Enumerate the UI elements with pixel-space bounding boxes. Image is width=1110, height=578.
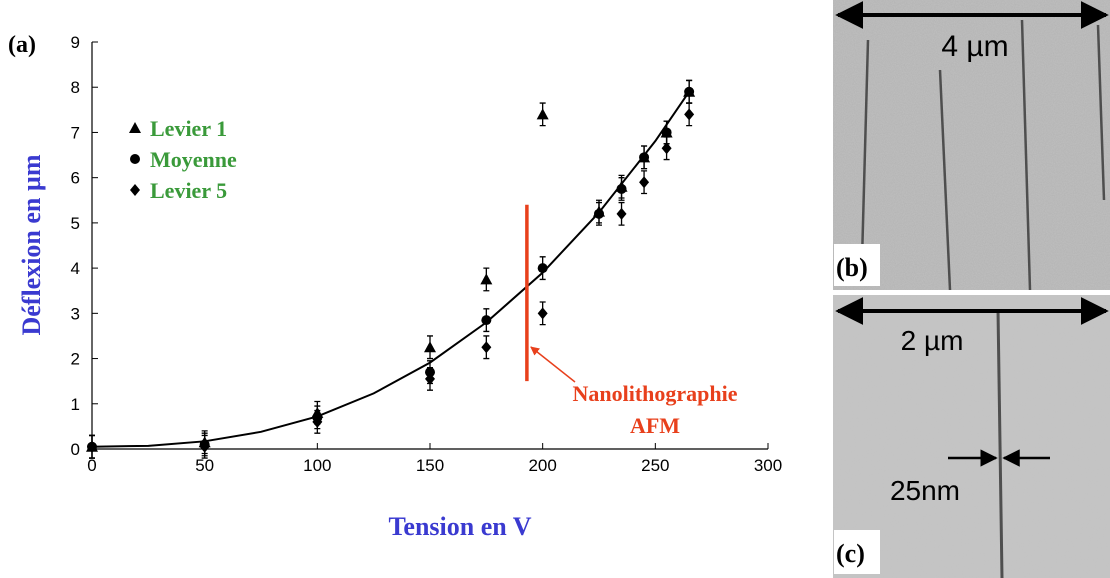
legend-marker: [129, 122, 141, 133]
y-tick-label: 6: [71, 169, 80, 188]
data-point: [481, 341, 492, 354]
data-point: [684, 108, 695, 121]
annotation: Nanolithographie: [572, 381, 737, 406]
data-point: [87, 440, 97, 453]
data-point: [537, 263, 548, 274]
data-point: [312, 415, 323, 428]
legend-label: Moyenne: [150, 147, 237, 172]
data-point: [684, 86, 695, 97]
image-c: 2 µm 25nm (c): [833, 295, 1110, 578]
y-tick-label: 3: [71, 304, 80, 323]
x-tick-label: 200: [528, 456, 556, 475]
data-point: [536, 108, 549, 120]
annotation: AFM: [630, 413, 680, 438]
data-point: [639, 176, 650, 189]
data-point: [661, 127, 672, 138]
data-point: [425, 372, 435, 385]
x-tick-label: 50: [195, 456, 214, 475]
x-tick-label: 250: [641, 456, 669, 475]
scale-label: 4 µm: [941, 30, 1008, 63]
annotation-arrow: [530, 346, 576, 383]
width-label: 25nm: [890, 475, 960, 506]
data-point: [639, 152, 650, 163]
data-point: [199, 440, 210, 453]
fit-curve: [91, 91, 690, 448]
legend-label: Levier 5: [150, 178, 227, 203]
legend-marker: [130, 154, 140, 164]
y-tick-label: 7: [71, 123, 80, 142]
data-point: [424, 341, 436, 353]
y-tick-label: 2: [71, 350, 80, 369]
x-tick-label: 300: [754, 456, 782, 475]
data-point: [481, 315, 492, 326]
data-point: [616, 183, 627, 194]
y-axis-title: Déflexion en µm: [17, 154, 46, 335]
image-b: 4 µm (b): [833, 0, 1110, 291]
scale-label: 2 µm: [901, 325, 964, 356]
data-point: [594, 208, 604, 219]
legend-marker: [130, 184, 140, 196]
panel-label: (c): [836, 539, 865, 568]
x-tick-label: 150: [416, 456, 444, 475]
x-axis-title: Tension en V: [388, 512, 531, 541]
data-point: [661, 142, 672, 155]
data-point: [537, 307, 548, 320]
y-tick-label: 4: [71, 259, 80, 278]
legend-label: Levier 1: [150, 116, 227, 141]
y-tick-label: 0: [71, 440, 80, 459]
x-tick-label: 0: [87, 456, 96, 475]
panel-label: (a): [8, 32, 36, 58]
data-point: [480, 273, 493, 285]
y-tick-label: 9: [71, 33, 80, 52]
y-tick-label: 1: [71, 395, 80, 414]
data-point: [616, 207, 627, 220]
x-tick-label: 100: [303, 456, 331, 475]
y-tick-label: 8: [71, 78, 80, 97]
panel-label: (b): [836, 253, 868, 282]
y-tick-label: 5: [71, 214, 80, 233]
